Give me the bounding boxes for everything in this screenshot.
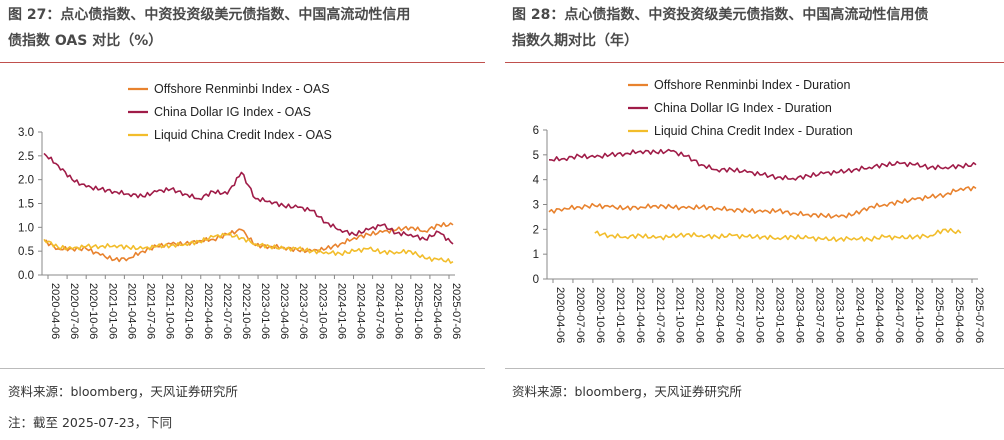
right-x-tick-label: 2022-10-06	[754, 287, 766, 343]
left-x-tick-label: 2020-04-06	[49, 283, 61, 339]
right-x-tick-label: 2020-07-06	[574, 287, 586, 343]
left-y-tick-label: 0.0	[18, 270, 34, 282]
left-x-tick-label: 2020-07-06	[68, 283, 80, 339]
right-y-tick-label: 0	[533, 274, 539, 286]
right-x-tick-label: 2025-01-06	[933, 287, 945, 343]
right-y-tick-label: 1	[533, 249, 539, 261]
left-legend-label-3: Liquid China Credit Index - OAS	[154, 128, 332, 142]
left-x-tick-label: 2021-07-06	[144, 283, 156, 339]
left-source: 资料来源：bloomberg，天风证券研究所	[8, 384, 238, 399]
right-x-tick-label: 2024-07-06	[893, 287, 905, 343]
right-x-tick-label: 2025-04-06	[953, 287, 965, 343]
left-series-line-3	[43, 232, 454, 264]
left-x-tick-label: 2020-10-06	[87, 283, 99, 339]
right-title-rule	[505, 62, 1004, 63]
right-series-line-1	[548, 185, 977, 219]
left-x-tick-label: 2021-04-06	[125, 283, 137, 339]
right-x-tick-label: 2023-01-06	[773, 287, 785, 343]
right-x-tick-label: 2021-07-06	[654, 287, 666, 343]
right-legend-label-3: Liquid China Credit Index - Duration	[654, 124, 853, 138]
left-x-tick-label: 2022-07-06	[221, 283, 233, 339]
left-x-tick-label: 2022-04-06	[202, 283, 214, 339]
left-y-tick-label: 1.5	[18, 199, 34, 211]
left-x-tick-label: 2024-10-06	[393, 283, 405, 339]
left-x-tick-label: 2021-01-06	[106, 283, 118, 339]
right-legend-label-1: Offshore Renminbi Index - Duration	[654, 78, 850, 92]
left-x-tick-label: 2025-07-06	[450, 283, 462, 339]
left-x-tick-label: 2022-10-06	[240, 283, 252, 339]
left-source-rule	[0, 368, 485, 369]
right-x-tick-label: 2025-07-06	[973, 287, 985, 343]
right-x-tick-label: 2023-10-06	[833, 287, 845, 343]
left-y-tick-label: 1.0	[18, 222, 34, 234]
left-y-tick-label: 2.0	[18, 175, 34, 187]
left-y-tick-label: 0.5	[18, 246, 34, 258]
left-x-tick-label: 2023-07-06	[297, 283, 309, 339]
right-y-tick-label: 3	[533, 200, 539, 212]
right-x-tick-label: 2023-04-06	[793, 287, 805, 343]
right-source-rule	[505, 368, 1004, 369]
left-x-tick-label: 2022-01-06	[183, 283, 195, 339]
right-series-line-2	[548, 148, 977, 181]
left-x-tick-label: 2025-04-06	[431, 283, 443, 339]
right-x-tick-label: 2021-01-06	[614, 287, 626, 343]
right-x-tick-label: 2022-01-06	[694, 287, 706, 343]
left-x-tick-label: 2023-01-06	[259, 283, 271, 339]
right-x-tick-label: 2022-07-06	[734, 287, 746, 343]
left-x-tick-label: 2023-10-06	[316, 283, 328, 339]
right-source: 资料来源：bloomberg，天风证券研究所	[512, 384, 742, 399]
right-y-tick-label: 5	[533, 150, 539, 162]
left-x-tick-label: 2024-07-06	[374, 283, 386, 339]
right-series-line-3	[594, 227, 962, 243]
right-x-tick-label: 2024-10-06	[913, 287, 925, 343]
left-series-line-2	[43, 152, 454, 245]
right-y-tick-label: 6	[533, 125, 539, 137]
right-x-tick-label: 2020-04-06	[554, 287, 566, 343]
left-x-tick-label: 2025-01-06	[412, 283, 424, 339]
right-x-tick-label: 2021-04-06	[634, 287, 646, 343]
left-x-tick-label: 2021-10-06	[164, 283, 176, 339]
right-title-line2: 指数久期对比（年）	[512, 33, 638, 49]
left-x-tick-label: 2024-01-06	[335, 283, 347, 339]
left-y-tick-label: 3.0	[18, 127, 34, 139]
left-title-line2: 债指数 OAS 对比（%）	[8, 33, 163, 49]
right-x-tick-label: 2024-04-06	[873, 287, 885, 343]
right-title-line1: 图 28：点心债指数、中资投资级美元债指数、中国高流动性信用债	[512, 7, 929, 23]
right-x-tick-label: 2022-04-06	[714, 287, 726, 343]
footnote: 注：截至 2025-07-23，下同	[8, 415, 173, 430]
right-x-tick-label: 2024-01-06	[853, 287, 865, 343]
right-x-tick-label: 2023-07-06	[813, 287, 825, 343]
left-title-line1: 图 27：点心债指数、中资投资级美元债指数、中国高流动性信用	[8, 7, 411, 23]
right-legend-label-2: China Dollar IG Index - Duration	[654, 101, 832, 115]
left-y-tick-label: 2.5	[18, 151, 34, 163]
left-legend-label-2: China Dollar IG Index - OAS	[154, 105, 311, 119]
left-title-rule	[0, 62, 485, 63]
left-x-tick-label: 2024-04-06	[355, 283, 367, 339]
left-legend-label-1: Offshore Renminbi Index - OAS	[154, 82, 330, 96]
left-x-tick-label: 2023-04-06	[278, 283, 290, 339]
right-x-tick-label: 2020-10-06	[594, 287, 606, 343]
right-y-tick-label: 4	[533, 175, 540, 187]
right-y-tick-label: 2	[533, 224, 539, 236]
right-x-tick-label: 2021-10-06	[674, 287, 686, 343]
